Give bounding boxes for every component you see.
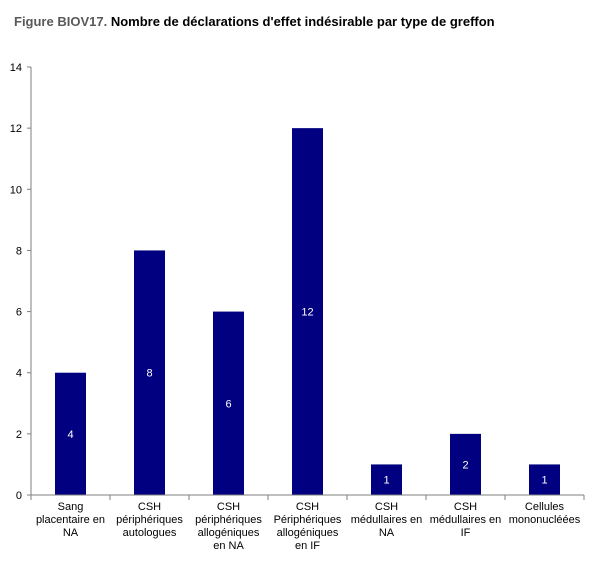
y-tick-label: 2	[16, 429, 22, 441]
bar	[292, 128, 323, 495]
data-label: 8	[146, 368, 152, 380]
y-tick-label: 4	[16, 368, 22, 380]
bar	[450, 433, 481, 495]
y-tick-label: 0	[16, 490, 22, 502]
category-label: CSH périphériques autologues	[116, 501, 183, 539]
chart-title-text: Nombre de déclarations d'effet indésirab…	[110, 14, 495, 29]
bar	[371, 464, 402, 495]
y-tick-label: 14	[10, 62, 22, 74]
category-label: CSH Périphériques allogéniques en IF	[274, 501, 342, 552]
y-tick-label: 8	[16, 245, 22, 257]
y-tick-label: 12	[10, 123, 22, 135]
data-label: 6	[225, 398, 231, 410]
chart-title-prefix: Figure BIOV17.	[14, 14, 108, 29]
category-label: Cellules mononucléées	[509, 501, 581, 526]
category-label: Sang placentaire en NA	[36, 501, 105, 539]
category-label: CSH périphériques allogéniques en NA	[195, 501, 262, 552]
category-label: CSH médullaires en IF	[430, 501, 502, 539]
bar	[529, 464, 560, 495]
data-label: 1	[541, 475, 547, 487]
chart-title: Figure BIOV17. Nombre de déclarations d'…	[14, 14, 495, 29]
data-label: 1	[383, 475, 389, 487]
data-label: 2	[462, 459, 468, 471]
y-tick-label: 10	[10, 184, 22, 196]
data-label: 12	[301, 307, 313, 319]
category-label: CSH médullaires en NA	[351, 501, 423, 539]
x-axis: Sang placentaire en NA CSH périphériques auto…	[30, 494, 585, 552]
data-label: 4	[67, 429, 73, 441]
bar	[55, 372, 86, 495]
bar	[213, 311, 244, 495]
bar	[134, 250, 165, 495]
y-tick-label: 6	[16, 307, 22, 319]
y-axis: 0 2 4 6 8 10 12 14	[10, 62, 32, 502]
